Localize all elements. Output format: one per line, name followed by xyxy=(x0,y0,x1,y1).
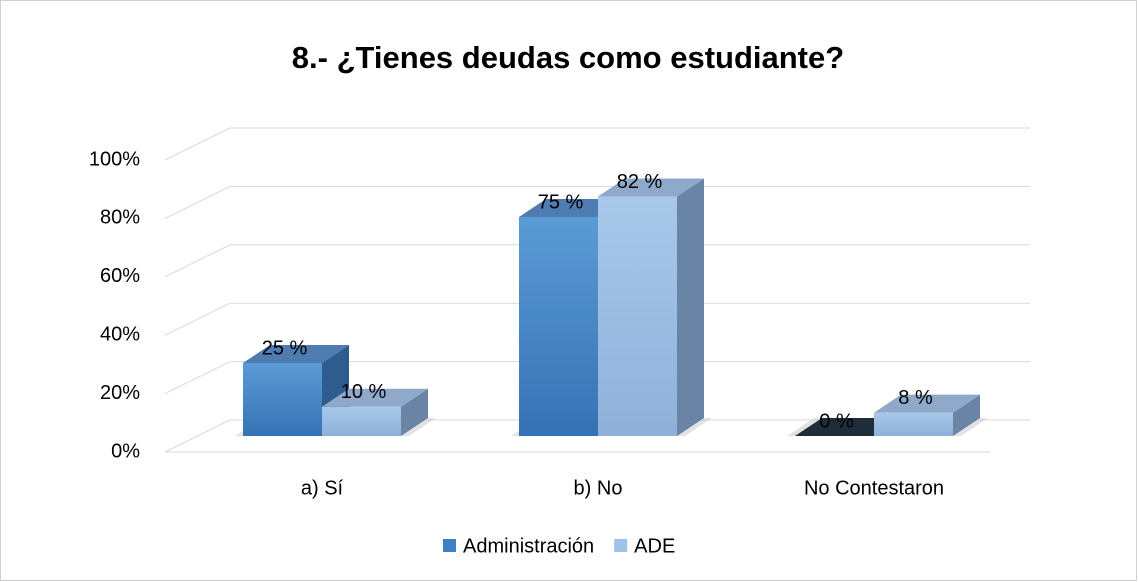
bar-front xyxy=(322,406,401,436)
grid-line xyxy=(164,419,1030,453)
bar-top xyxy=(243,345,349,363)
bar-top xyxy=(598,178,704,197)
x-tick-label: a) Sí xyxy=(301,477,344,499)
value-label: 75 % xyxy=(538,191,584,213)
grid-line xyxy=(164,361,1030,395)
grid-line xyxy=(164,244,1030,278)
bar-front xyxy=(243,363,322,436)
value-label: 82 % xyxy=(617,171,663,193)
bar-front xyxy=(519,217,598,436)
grid-line xyxy=(164,127,1030,161)
y-tick-label: 60% xyxy=(100,265,140,287)
legend-label: Administración xyxy=(463,535,594,557)
y-tick-label: 100% xyxy=(89,148,140,170)
bar xyxy=(322,388,428,436)
value-label: 0 % xyxy=(819,410,854,432)
bar-front xyxy=(874,412,953,436)
bar xyxy=(874,394,980,436)
legend-swatch xyxy=(614,539,628,552)
legend-label: ADE xyxy=(634,535,675,557)
grid-line xyxy=(164,185,1030,219)
chart-title: 8.- ¿Tienes deudas como estudiante? xyxy=(292,40,844,75)
y-tick-label: 0% xyxy=(111,440,140,462)
value-label: 8 % xyxy=(898,387,933,409)
y-tick-label: 80% xyxy=(100,207,140,229)
bar-top xyxy=(322,388,428,407)
bar xyxy=(598,178,704,436)
bar-side xyxy=(953,394,980,436)
bar-side xyxy=(401,388,428,436)
value-label: 25 % xyxy=(262,337,308,359)
y-tick-label: 40% xyxy=(100,323,140,345)
y-tick-label: 20% xyxy=(100,382,140,404)
x-tick-label: b) No xyxy=(574,477,623,499)
grid-line xyxy=(164,302,1030,336)
bar-side xyxy=(677,178,704,436)
bar-top xyxy=(874,394,980,413)
x-tick-label: No Contestaron xyxy=(804,477,944,499)
bar-front xyxy=(598,196,677,436)
legend-swatch xyxy=(443,539,456,552)
value-label: 10 % xyxy=(341,381,387,403)
